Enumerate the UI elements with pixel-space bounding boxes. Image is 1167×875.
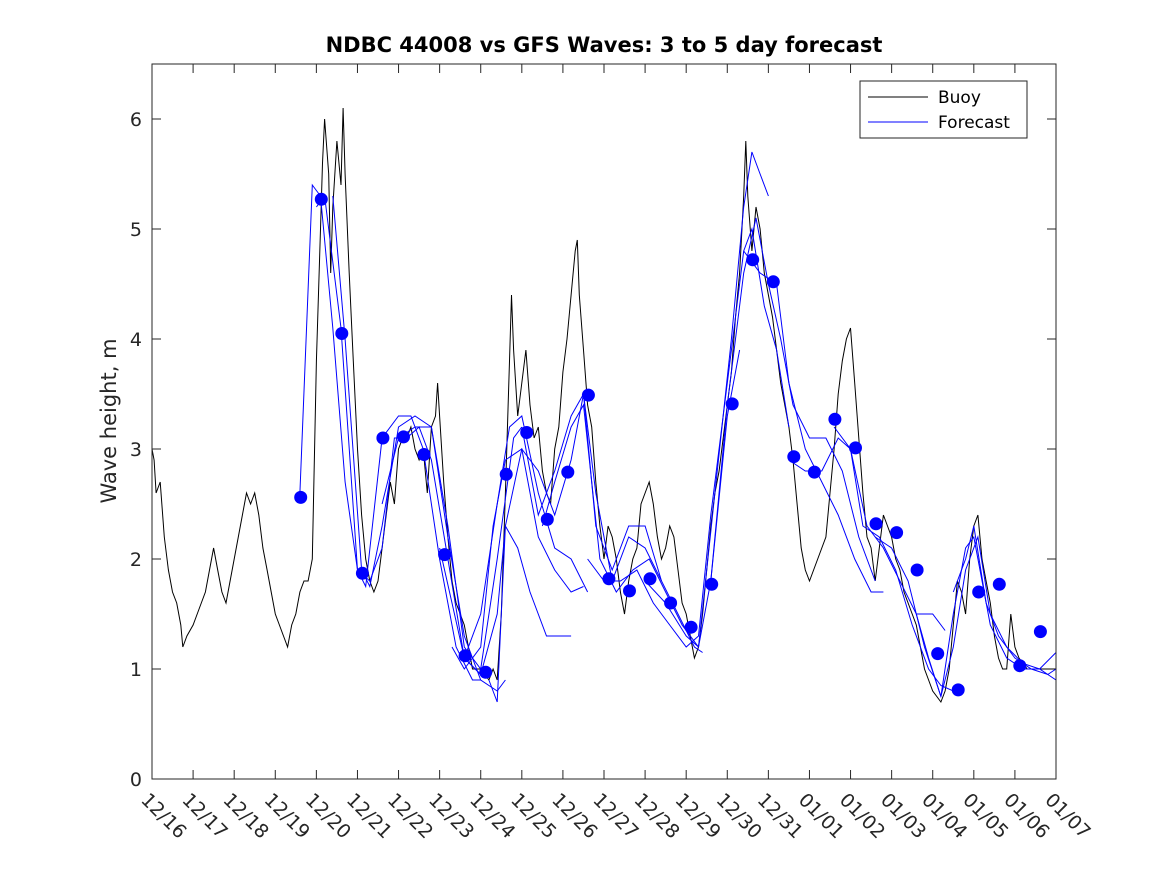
forecast-marker [787, 450, 801, 464]
forecast-series-line [439, 415, 589, 660]
x-tick-label: 12/20 [301, 789, 355, 843]
x-tick-label: 12/23 [424, 789, 478, 843]
forecast-marker [766, 275, 780, 289]
forecast-marker [890, 526, 904, 540]
y-tick-label: 2 [130, 549, 142, 571]
legend: Buoy Forecast [859, 80, 1028, 139]
forecast-marker [746, 253, 760, 267]
forecast-series-line [644, 151, 769, 649]
forecast-marker [581, 388, 595, 402]
x-tick-label: 12/19 [260, 789, 314, 843]
x-tick-label: 12/29 [671, 789, 725, 843]
forecast-marker [849, 441, 862, 455]
forecast-marker [684, 620, 698, 634]
forecast-marker [314, 192, 328, 206]
plot-area [152, 64, 1056, 779]
forecast-marker [931, 647, 945, 661]
forecast-marker [869, 517, 883, 531]
x-tick-label: 01/04 [917, 789, 971, 843]
forecast-series-line [488, 393, 662, 703]
legend-box [859, 80, 1028, 139]
forecast-marker [992, 577, 1006, 591]
forecast-series-line [463, 524, 572, 676]
y-tick-label: 3 [130, 439, 142, 461]
forecast-marker [807, 465, 821, 479]
forecast-series-line [952, 525, 1057, 676]
x-tick-label: 01/07 [1040, 789, 1094, 843]
x-tick-label: 01/01 [794, 789, 848, 843]
forecast-marker [643, 572, 657, 586]
y-tick-label: 1 [130, 659, 142, 681]
forecast-marker [335, 327, 349, 340]
x-tick-label: 01/06 [999, 789, 1053, 843]
legend-forecast-label: Forecast [938, 113, 1010, 133]
x-tick-label: 01/03 [876, 789, 930, 843]
y-tick-label: 5 [130, 219, 142, 241]
forecast-marker [828, 412, 842, 426]
x-tick-label: 12/17 [178, 789, 232, 843]
chart-title: NDBC 44008 vs GFS Waves: 3 to 5 day fore… [326, 33, 883, 57]
forecast-series-line [451, 448, 584, 670]
plot-frame [151, 63, 1057, 780]
forecast-marker [355, 566, 369, 580]
x-tick-label: 12/25 [506, 789, 560, 843]
forecast-series-line [915, 535, 1057, 697]
forecast-marker [520, 426, 534, 439]
x-tick-label: 12/26 [547, 789, 601, 843]
forecast-series-line [299, 183, 482, 675]
forecast-marker [458, 649, 472, 663]
x-tick-label: 01/02 [835, 789, 889, 843]
forecast-marker [972, 585, 986, 599]
forecast-marker [479, 665, 493, 679]
x-tick-label: 12/31 [753, 789, 807, 843]
forecast-marker [1013, 659, 1027, 673]
forecast-series-line [587, 227, 790, 648]
forecast-marker [664, 596, 678, 610]
series-layer [151, 107, 1057, 704]
forecast-marker [725, 397, 739, 411]
legend-buoy-label: Buoy [938, 88, 981, 108]
forecast-marker [417, 448, 431, 461]
forecast-marker [602, 572, 616, 586]
x-tick-label: 12/18 [219, 789, 273, 843]
y-tick-label: 0 [130, 769, 142, 791]
x-tick-label: 12/28 [630, 789, 684, 843]
forecast-series-line [710, 217, 876, 582]
forecast-marker [397, 430, 410, 444]
forecast-marker [540, 512, 554, 526]
y-axis-label: Wave height, m [97, 338, 121, 503]
x-tick-label: 12/16 [136, 789, 190, 843]
forecast-series-line [541, 349, 741, 649]
forecast-marker [294, 490, 308, 504]
forecast-marker [1033, 625, 1047, 639]
x-tick-label: 12/24 [465, 789, 519, 843]
forecast-series-line [833, 426, 958, 692]
forecast-marker [499, 467, 513, 481]
forecast-marker [951, 683, 965, 697]
forecast-marker [376, 431, 390, 445]
y-tick-label: 4 [130, 329, 142, 351]
forecast-marker [623, 584, 636, 598]
x-tick-label: 12/30 [712, 789, 766, 843]
x-tick-label: 12/22 [383, 789, 437, 843]
y-axis-ticks: 0 1 2 3 4 5 6 [130, 109, 1056, 791]
buoy-series-line [151, 107, 1056, 704]
x-tick-label: 01/05 [958, 789, 1012, 843]
forecast-marker [705, 577, 719, 591]
forecast-marker [438, 548, 452, 562]
y-tick-label: 6 [130, 109, 142, 131]
forecast-marker [561, 465, 575, 479]
forecast-marker [910, 563, 924, 577]
x-tick-label: 12/21 [342, 789, 396, 843]
forecast-series-line [521, 392, 703, 653]
x-tick-label: 12/27 [588, 789, 642, 843]
